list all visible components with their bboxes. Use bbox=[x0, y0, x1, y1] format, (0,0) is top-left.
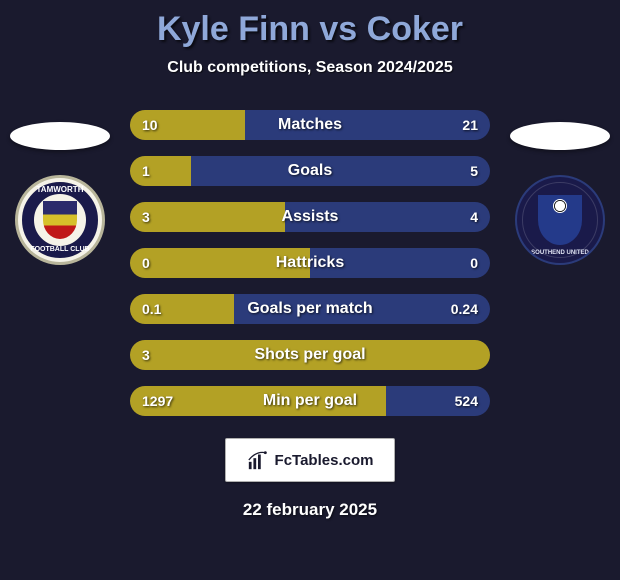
stat-value-left: 10 bbox=[130, 110, 170, 140]
stat-row: Hattricks0 0 bbox=[130, 248, 490, 278]
stat-row: Min per goal1297524 bbox=[130, 386, 490, 416]
stat-label: Shots per goal bbox=[130, 340, 490, 370]
left-player-column: TAMWORTH FOOTBALL CLUB bbox=[0, 110, 120, 265]
stat-value-right: 5 bbox=[458, 156, 490, 186]
club-crest-left: TAMWORTH FOOTBALL CLUB bbox=[15, 175, 105, 265]
stat-value-right: 0 bbox=[458, 248, 490, 278]
stat-value-right: 21 bbox=[450, 110, 490, 140]
stat-label: Goals bbox=[130, 156, 490, 186]
brand-logo-icon bbox=[247, 449, 269, 471]
crest-shield-icon bbox=[43, 201, 77, 239]
stats-bars: Matches1021Goals15Assists34Hattricks00Go… bbox=[130, 110, 490, 432]
stat-row: Goals1 5 bbox=[130, 156, 490, 186]
right-player-column: SOUTHEND UNITED bbox=[500, 110, 620, 265]
stat-row: Matches10 21 bbox=[130, 110, 490, 140]
crest-shield-icon bbox=[538, 195, 582, 245]
stat-value-right: 4 bbox=[458, 202, 490, 232]
ball-icon bbox=[553, 199, 567, 213]
stat-value-left: 3 bbox=[130, 340, 162, 370]
crest-text-top: TAMWORTH bbox=[18, 186, 102, 195]
stat-row: Goals per match0.1 0.24 bbox=[130, 294, 490, 324]
stat-label: Matches bbox=[130, 110, 490, 140]
stat-label: Assists bbox=[130, 202, 490, 232]
crest-text-bottom: FOOTBALL CLUB bbox=[18, 246, 102, 254]
stat-label: Hattricks bbox=[130, 248, 490, 278]
stat-value-left: 0.1 bbox=[130, 294, 173, 324]
stat-value-right: 0.24 bbox=[439, 294, 490, 324]
player-photo-placeholder-left bbox=[10, 122, 110, 150]
player-photo-placeholder-right bbox=[510, 122, 610, 150]
stat-value-left: 1297 bbox=[130, 386, 185, 416]
comparison-card: Kyle Finn vs Coker Club competitions, Se… bbox=[0, 0, 620, 580]
page-subtitle: Club competitions, Season 2024/2025 bbox=[0, 59, 620, 77]
brand-text: FcTables.com bbox=[275, 452, 374, 469]
brand-badge: FcTables.com bbox=[225, 438, 395, 482]
stat-row: Assists3 4 bbox=[130, 202, 490, 232]
stat-value-right: 524 bbox=[443, 386, 490, 416]
stat-row: Shots per goal3 bbox=[130, 340, 490, 370]
stat-value-left: 1 bbox=[130, 156, 162, 186]
stat-label: Goals per match bbox=[130, 294, 490, 324]
crest-text-bottom: SOUTHEND UNITED bbox=[517, 250, 603, 257]
page-title: Kyle Finn vs Coker bbox=[0, 0, 620, 49]
club-crest-right: SOUTHEND UNITED bbox=[515, 175, 605, 265]
stat-value-left: 0 bbox=[130, 248, 162, 278]
stat-value-left: 3 bbox=[130, 202, 162, 232]
date-text: 22 february 2025 bbox=[0, 500, 620, 520]
